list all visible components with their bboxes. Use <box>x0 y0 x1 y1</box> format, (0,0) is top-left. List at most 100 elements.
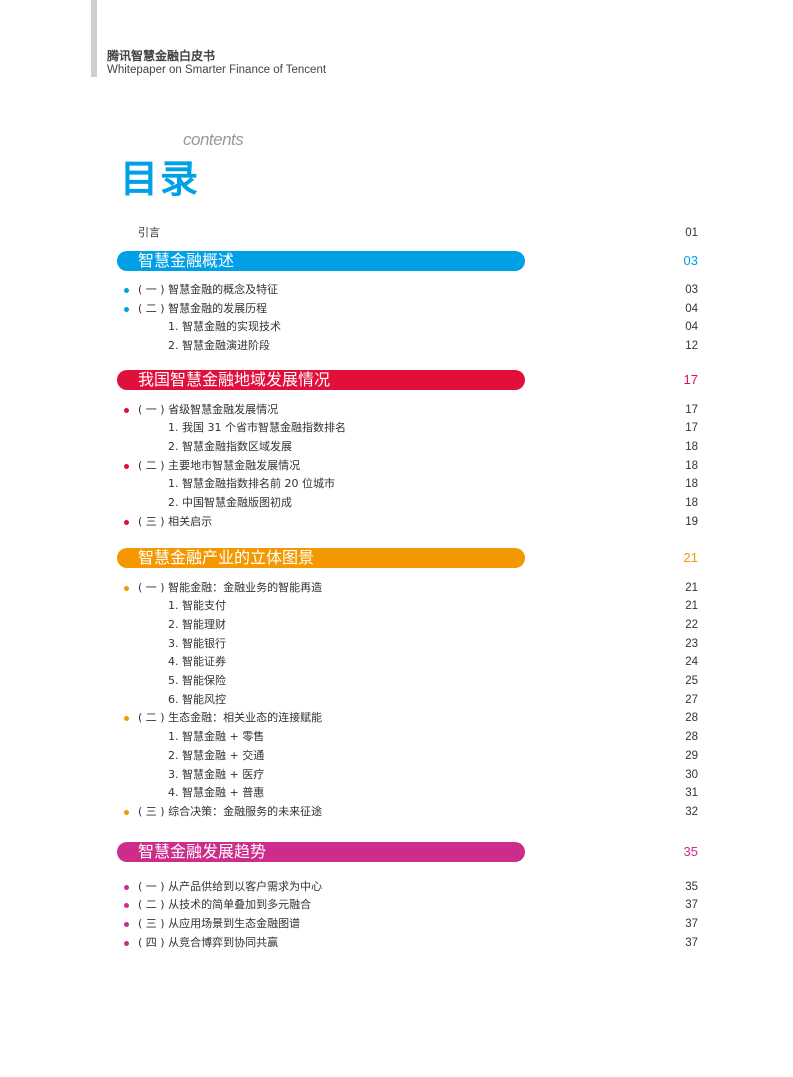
toc-entry-page: 18 <box>685 459 698 472</box>
toc-entry-label: 1. 智慧金融指数排名前 20 位城市 <box>168 477 335 491</box>
toc-entry-intro[interactable]: 引言 01 <box>0 224 793 243</box>
toc-entry-page: 01 <box>685 227 698 239</box>
toc-entry-page: 03 <box>685 284 698 296</box>
toc-entry[interactable]: ( 一 ) 省级智慧金融发展情况 17 <box>0 401 793 420</box>
toc-entry-label: 1. 智能支付 <box>168 599 226 613</box>
contents-label: contents <box>183 130 244 149</box>
toc-entry-label: ( 三 ) 从应用场景到生态金融图谱 <box>138 916 301 930</box>
toc-entry-label: 5. 智能保险 <box>168 674 226 687</box>
toc-entry[interactable]: ( 一 ) 智慧金融的概念及特征 03 <box>0 281 793 300</box>
toc-entry-label: ( 二 ) 生态金融：相关业态的连接赋能 <box>138 711 323 725</box>
toc-entry-label: 1. 我国 31 个省市智慧金融指数排名 <box>168 421 346 435</box>
toc-entry-page: 12 <box>685 340 698 353</box>
section-bar[interactable] <box>117 548 525 568</box>
toc-entry[interactable]: ( 三 ) 相关启示 19 <box>0 513 793 532</box>
toc-entry-page: 17 <box>685 403 698 416</box>
bullet-icon <box>124 884 129 890</box>
toc-entry-label: ( 一 ) 从产品供给到以客户需求为中心 <box>138 879 323 893</box>
toc-subentry[interactable]: 2. 智能理财 22 <box>0 616 793 635</box>
section-bar[interactable] <box>117 842 525 862</box>
section-bar[interactable] <box>117 251 525 271</box>
toc-entry-label: 4. 智慧金融 + 普惠 <box>168 786 265 800</box>
toc-subentry[interactable]: 1. 智能支付 21 <box>0 597 793 616</box>
bullet-icon <box>124 809 129 815</box>
toc-entry-label: 1. 智慧金融 + 零售 <box>168 730 265 744</box>
toc-subentry[interactable]: 1. 我国 31 个省市智慧金融指数排名 17 <box>0 419 793 438</box>
toc-entry-label: 4. 智能证券 <box>168 655 226 669</box>
toc-subentry[interactable]: 2. 中国智慧金融版图初成 18 <box>0 494 793 513</box>
toc-entry-page: 24 <box>685 656 698 669</box>
toc-entry[interactable]: ( 二 ) 智慧金融的发展历程 04 <box>0 300 793 319</box>
section-page: 03 <box>683 253 698 268</box>
bullet-icon <box>124 716 129 722</box>
toc-entry-page: 37 <box>685 899 698 912</box>
toc-entry-label: 3. 智能银行 <box>168 636 226 650</box>
toc-entry[interactable]: ( 一 ) 智能金融：金融业务的智能再造 21 <box>0 579 793 598</box>
toc-entry-page: 19 <box>685 515 698 528</box>
toc-entry[interactable]: ( 二 ) 主要地市智慧金融发展情况 18 <box>0 457 793 476</box>
toc-entry-page: 17 <box>685 422 698 435</box>
toc-entry[interactable]: ( 二 ) 从技术的简单叠加到多元融合 37 <box>0 896 793 915</box>
toc-entry-page: 21 <box>685 581 698 594</box>
toc-entry-page: 30 <box>685 768 698 781</box>
toc-entry-label: ( 一 ) 省级智慧金融发展情况 <box>138 402 279 416</box>
toc-entry-label: ( 一 ) 智慧金融的概念及特征 <box>138 283 279 296</box>
bullet-icon <box>124 585 129 591</box>
toc-entry-page: 35 <box>685 880 698 893</box>
toc-subentry[interactable]: 1. 智慧金融指数排名前 20 位城市 18 <box>0 475 793 494</box>
toc-subentry[interactable]: 6. 智能风控 27 <box>0 691 793 710</box>
bullet-icon <box>124 921 129 927</box>
section-bar[interactable] <box>117 370 525 390</box>
section-page: 35 <box>683 844 698 859</box>
section-page: 21 <box>683 550 698 565</box>
bullet-icon <box>124 940 129 946</box>
toc-entry[interactable]: ( 三 ) 从应用场景到生态金融图谱 37 <box>0 915 793 934</box>
header-accent-bar <box>91 0 97 77</box>
toc-entry-label: ( 二 ) 从技术的简单叠加到多元融合 <box>138 898 312 912</box>
toc-entry-label: ( 二 ) 智慧金融的发展历程 <box>138 301 268 315</box>
toc-entry-page: 29 <box>685 749 698 762</box>
toc-entry-page: 18 <box>685 478 698 491</box>
toc-entry-page: 18 <box>685 440 698 453</box>
header-title-cn: 腾讯智慧金融白皮书 <box>107 49 216 63</box>
toc-entry-page: 25 <box>685 675 698 687</box>
toc-entry-label: 2. 智能理财 <box>168 617 226 631</box>
toc-entry-page: 28 <box>685 712 698 725</box>
toc-entry-label: 引言 <box>138 226 160 239</box>
toc-subentry[interactable]: 5. 智能保险 25 <box>0 672 793 691</box>
toc-entry-label: ( 四 ) 从竞合博弈到协同共赢 <box>138 935 279 949</box>
toc-subentry[interactable]: 4. 智能证券 24 <box>0 653 793 672</box>
toc-subentry[interactable]: 1. 智慧金融 + 零售 28 <box>0 728 793 747</box>
toc-entry[interactable]: ( 一 ) 从产品供给到以客户需求为中心 35 <box>0 878 793 897</box>
section-title: 智慧金融产业的立体图景 <box>138 548 315 567</box>
bullet-icon <box>124 306 129 312</box>
toc-subentry[interactable]: 2. 智慧金融演进阶段 12 <box>0 337 793 356</box>
toc-entry-page: 22 <box>685 618 698 631</box>
bullet-icon <box>124 407 129 413</box>
page-title: 目录 <box>120 157 201 201</box>
toc-entry-label: 2. 中国智慧金融版图初成 <box>168 496 292 509</box>
toc-subentry[interactable]: 3. 智慧金融 + 医疗 30 <box>0 766 793 785</box>
bullet-icon <box>124 903 129 909</box>
toc-entry-label: 2. 智慧金融指数区域发展 <box>168 439 292 453</box>
toc-entry-label: ( 三 ) 相关启示 <box>138 514 213 528</box>
toc-entry-label: ( 三 ) 综合决策：金融服务的未来征途 <box>138 804 323 818</box>
toc-entry-page: 04 <box>685 321 698 334</box>
toc-entry[interactable]: ( 二 ) 生态金融：相关业态的连接赋能 28 <box>0 709 793 728</box>
section-title: 我国智慧金融地域发展情况 <box>138 370 331 389</box>
toc-subentry[interactable]: 2. 智慧金融指数区域发展 18 <box>0 438 793 457</box>
toc-subentry[interactable]: 3. 智能银行 23 <box>0 635 793 654</box>
toc-subentry[interactable]: 4. 智慧金融 + 普惠 31 <box>0 784 793 803</box>
toc-entry-label: 3. 智慧金融 + 医疗 <box>168 767 265 781</box>
toc-entry-page: 18 <box>685 497 698 509</box>
bullet-icon <box>124 288 129 293</box>
toc-entry-label: ( 二 ) 主要地市智慧金融发展情况 <box>138 458 301 472</box>
toc-subentry[interactable]: 1. 智慧金融的实现技术 04 <box>0 318 793 337</box>
toc-subentry[interactable]: 2. 智慧金融 + 交通 29 <box>0 747 793 766</box>
toc-entry[interactable]: ( 三 ) 综合决策：金融服务的未来征途 32 <box>0 803 793 822</box>
toc-entry[interactable]: ( 四 ) 从竞合博弈到协同共赢 37 <box>0 934 793 953</box>
toc-entry-page: 31 <box>685 787 698 800</box>
toc-entry-page: 27 <box>685 693 698 706</box>
toc-entry-label: 6. 智能风控 <box>168 692 226 706</box>
